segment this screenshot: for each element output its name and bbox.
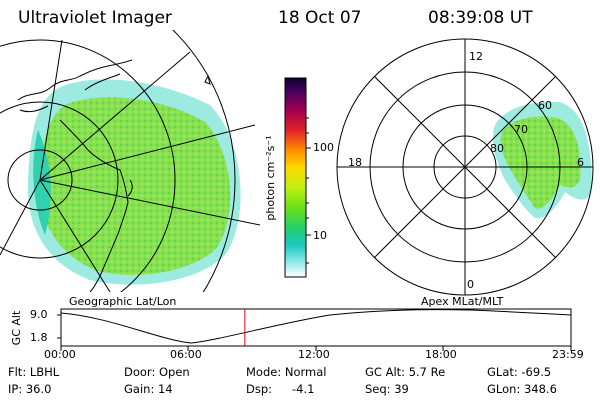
x-tick-0000: 00:00 xyxy=(44,348,76,361)
timeline-y-label: GC Alt xyxy=(10,310,23,345)
lat-label-80: 80 xyxy=(490,142,504,155)
dsp-label: Dsp: xyxy=(246,382,273,396)
polar-map-caption: Apex MLat/MLT xyxy=(421,295,504,308)
mlt-label-0: 0 xyxy=(467,278,474,291)
timeline-frame xyxy=(60,308,572,347)
orbit-timeline: GC Alt xyxy=(10,308,572,351)
mlt-label-18: 18 xyxy=(348,156,362,169)
door-status: Door: Open xyxy=(124,365,190,379)
dsp-value: -4.1 xyxy=(292,382,315,396)
gain-status: Gain: 14 xyxy=(124,382,173,396)
colorbar-label-100: 100 xyxy=(313,141,334,154)
ip-status: IP: 36.0 xyxy=(8,382,52,396)
polar-emission-core xyxy=(500,116,581,209)
mlt-label-6: 6 xyxy=(577,156,584,169)
geo-map-caption: Geographic Lat/Lon xyxy=(69,295,177,308)
coastline xyxy=(17,59,133,292)
time-label: 08:39:08 UT xyxy=(428,8,533,28)
gc-alt-status: GC Alt: 5.7 Re xyxy=(365,365,446,379)
y-tick-9: 9.0 xyxy=(30,308,48,321)
mode-status: Mode: Normal xyxy=(246,365,327,379)
island xyxy=(204,74,211,85)
altitude-curve xyxy=(60,309,572,344)
colorbar-gradient xyxy=(284,77,307,278)
polar-map: 12 18 6 0 60 70 80 xyxy=(336,38,594,296)
colorbar-unit-label: photon cm⁻²s⁻¹ xyxy=(264,135,277,220)
color-scale: photon cm⁻²s⁻¹ xyxy=(264,77,311,278)
geo-emission-core xyxy=(39,97,231,275)
mlt-label-12: 12 xyxy=(469,50,483,63)
glon-status: GLon: 348.6 xyxy=(487,382,557,396)
polar-grid xyxy=(336,38,594,296)
x-tick-1800: 18:00 xyxy=(425,348,457,361)
date-label: 18 Oct 07 xyxy=(278,8,362,28)
instrument-title: Ultraviolet Imager xyxy=(18,8,172,28)
filter-status: Flt: LBHL xyxy=(8,365,60,379)
x-tick-2359: 23:59 xyxy=(552,348,584,361)
geographic-map xyxy=(0,30,260,292)
lat-label-70: 70 xyxy=(514,123,528,136)
seq-status: Seq: 39 xyxy=(365,382,409,396)
lat-label-60: 60 xyxy=(538,99,552,112)
x-tick-1200: 12:00 xyxy=(298,348,330,361)
geo-grid xyxy=(0,30,260,292)
glat-status: GLat: -69.5 xyxy=(487,365,552,379)
x-tick-0600: 06:00 xyxy=(170,348,202,361)
colorbar-label-10: 10 xyxy=(313,229,327,242)
y-tick-1-8: 1.8 xyxy=(30,331,48,344)
